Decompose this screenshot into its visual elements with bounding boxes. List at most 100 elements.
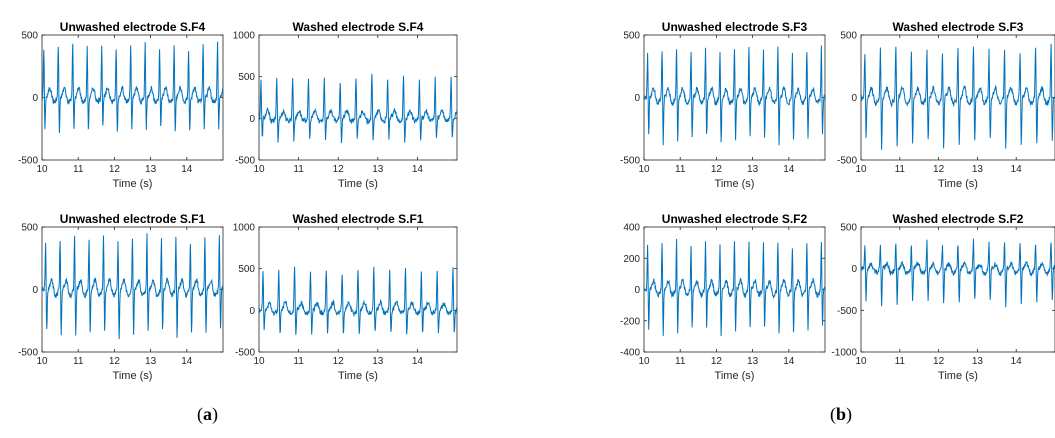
x-tick-label: 14 bbox=[181, 356, 193, 367]
x-axis-label: Time (s) bbox=[715, 178, 755, 190]
y-tick-label: 500 bbox=[840, 223, 857, 234]
x-tick-label: 13 bbox=[747, 356, 759, 367]
x-tick-label: 10 bbox=[253, 164, 265, 175]
x-tick-label: 11 bbox=[73, 356, 84, 367]
x-tick-label: 13 bbox=[747, 164, 759, 175]
subplot-4: Washed electrode S.F1 -500 0 500 1000 10 11 12 1… bbox=[233, 212, 458, 382]
x-tick-label: 11 bbox=[895, 356, 906, 367]
y-tick-label: 0 bbox=[249, 306, 255, 317]
y-tick-label: 500 bbox=[21, 223, 38, 234]
x-tick-label: 13 bbox=[972, 164, 984, 175]
x-tick-label: 11 bbox=[73, 164, 84, 175]
subplot-title: Unwashed electrode S.F2 bbox=[662, 212, 808, 226]
signal-series bbox=[861, 238, 1055, 308]
panel-label-a: (a) bbox=[197, 404, 218, 424]
x-tick-label: 14 bbox=[412, 164, 424, 175]
x-tick-label: 12 bbox=[333, 164, 345, 175]
x-tick-label: 11 bbox=[675, 356, 686, 367]
x-tick-label: 10 bbox=[855, 164, 867, 175]
x-tick-label: 10 bbox=[253, 356, 265, 367]
x-tick-label: 14 bbox=[783, 356, 795, 367]
x-tick-label: 13 bbox=[145, 164, 157, 175]
y-tick-label: -500 bbox=[18, 156, 38, 167]
x-tick-label: 12 bbox=[711, 164, 723, 175]
y-tick-label: -200 bbox=[620, 316, 640, 327]
y-tick-label: 0 bbox=[851, 93, 857, 104]
x-tick-label: 12 bbox=[933, 164, 945, 175]
x-axis-label: Time (s) bbox=[715, 370, 755, 382]
x-tick-label: 11 bbox=[293, 164, 304, 175]
x-tick-label: 14 bbox=[1011, 356, 1023, 367]
y-tick-label: -500 bbox=[620, 156, 640, 167]
x-tick-label: 13 bbox=[972, 356, 984, 367]
axes-box bbox=[258, 226, 458, 353]
x-tick-label: 10 bbox=[36, 164, 48, 175]
x-axis-label: Time (s) bbox=[338, 370, 378, 382]
axes-box bbox=[860, 226, 1055, 353]
x-axis-label: Time (s) bbox=[113, 178, 153, 190]
subplot-5: Unwashed electrode S.F3 -500 0 500 10 11 12 13 1… bbox=[620, 20, 826, 190]
x-tick-label: 10 bbox=[638, 356, 650, 367]
subplot-8: Washed electrode S.F2 -1000 -500 0 500 10 11 12… bbox=[831, 212, 1055, 382]
subplot-title: Washed electrode S.F1 bbox=[293, 212, 424, 226]
y-tick-label: 500 bbox=[840, 31, 857, 42]
y-tick-label: 1000 bbox=[233, 31, 256, 42]
x-tick-label: 14 bbox=[181, 164, 193, 175]
signal-series bbox=[42, 233, 223, 340]
x-tick-label: 12 bbox=[109, 356, 121, 367]
x-axis-label: Time (s) bbox=[338, 178, 378, 190]
subplot-2: Washed electrode S.F4 -500 0 500 1000 10 11 12 1… bbox=[233, 20, 458, 190]
y-tick-label: 1000 bbox=[233, 223, 256, 234]
y-tick-label: 500 bbox=[238, 72, 255, 83]
signal-series bbox=[42, 41, 223, 134]
signal-series bbox=[259, 73, 457, 144]
y-tick-label: 0 bbox=[634, 93, 640, 104]
x-axis-label: Time (s) bbox=[938, 178, 978, 190]
y-tick-label: 0 bbox=[851, 264, 857, 275]
x-axis-label: Time (s) bbox=[113, 370, 153, 382]
subplot-title: Washed electrode S.F2 bbox=[893, 212, 1024, 226]
y-tick-label: 0 bbox=[249, 114, 255, 125]
signal-series bbox=[259, 266, 457, 335]
y-tick-label: 500 bbox=[21, 31, 38, 42]
x-tick-label: 11 bbox=[675, 164, 686, 175]
y-tick-label: 400 bbox=[623, 223, 640, 234]
x-axis-label: Time (s) bbox=[938, 370, 978, 382]
x-tick-label: 10 bbox=[855, 356, 867, 367]
subplot-title: Unwashed electrode S.F3 bbox=[662, 20, 808, 34]
subplot-3: Unwashed electrode S.F1 -500 0 500 10 11 12 13 1… bbox=[18, 212, 224, 382]
x-tick-label: 14 bbox=[783, 164, 795, 175]
x-tick-label: 12 bbox=[711, 356, 723, 367]
x-tick-label: 12 bbox=[109, 164, 121, 175]
x-tick-label: 12 bbox=[333, 356, 345, 367]
y-tick-label: -500 bbox=[18, 348, 38, 359]
y-tick-label: -500 bbox=[235, 156, 255, 167]
x-tick-label: 10 bbox=[638, 164, 650, 175]
y-tick-label: 500 bbox=[238, 264, 255, 275]
panel-label-b: (b) bbox=[830, 404, 853, 424]
x-tick-label: 14 bbox=[1011, 164, 1023, 175]
subplot-title: Unwashed electrode S.F4 bbox=[60, 20, 206, 34]
x-tick-label: 10 bbox=[36, 356, 48, 367]
subplot-title: Unwashed electrode S.F1 bbox=[60, 212, 206, 226]
signal-series bbox=[644, 238, 825, 337]
subplot-1: Unwashed electrode S.F4 -500 0 500 10 11 12 13 1… bbox=[18, 20, 224, 190]
y-tick-label: 500 bbox=[623, 31, 640, 42]
axes-box bbox=[258, 34, 458, 161]
x-tick-label: 13 bbox=[372, 356, 384, 367]
subplot-7: Unwashed electrode S.F2 -400 -200 0 200 400 10… bbox=[620, 212, 826, 382]
x-tick-label: 12 bbox=[933, 356, 945, 367]
x-tick-label: 13 bbox=[372, 164, 384, 175]
y-tick-label: -400 bbox=[620, 348, 640, 359]
y-tick-label: -1000 bbox=[831, 348, 857, 359]
subplot-title: Washed electrode S.F3 bbox=[893, 20, 1024, 34]
x-tick-label: 13 bbox=[145, 356, 157, 367]
x-tick-label: 11 bbox=[895, 164, 906, 175]
x-tick-label: 11 bbox=[293, 356, 304, 367]
y-tick-label: 0 bbox=[32, 285, 38, 296]
y-tick-label: -500 bbox=[837, 306, 857, 317]
y-tick-label: 200 bbox=[623, 254, 640, 265]
y-tick-label: -500 bbox=[235, 348, 255, 359]
x-tick-label: 14 bbox=[412, 356, 424, 367]
